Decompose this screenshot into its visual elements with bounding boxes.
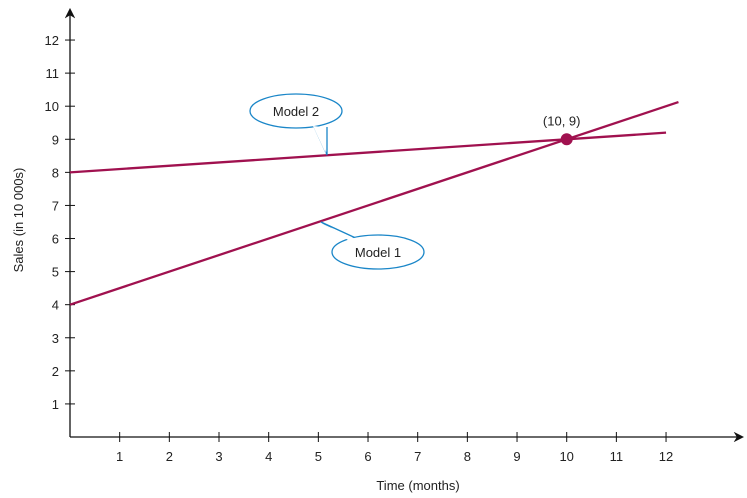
x-tick-label: 4	[265, 449, 272, 464]
intersection-point	[560, 133, 573, 146]
axes	[64, 7, 745, 443]
y-tick-label: 12	[45, 33, 59, 48]
x-tick-label: 11	[610, 449, 624, 464]
series-line-model-1	[69, 100, 679, 306]
y-tick-label: 2	[52, 364, 59, 379]
x-tick-label: 10	[559, 449, 573, 464]
y-tick-label: 4	[52, 298, 59, 313]
y-tick-label: 6	[52, 232, 59, 247]
x-tick-label: 9	[513, 449, 520, 464]
y-tick-label: 3	[52, 331, 59, 346]
x-tick-label: 7	[414, 449, 421, 464]
x-tick-label: 8	[464, 449, 471, 464]
series-layer	[69, 100, 679, 306]
x-ticks: 1 2 3 4 5 6 7 8 9 10 11 12	[116, 432, 673, 464]
y-axis-title: Sales (in 10 000s)	[11, 168, 26, 273]
y-tick-label: 8	[52, 165, 59, 180]
y-tick-label: 7	[52, 198, 59, 213]
y-tick-label: 1	[52, 397, 59, 412]
series-line-model-2	[69, 131, 667, 174]
x-tick-label: 1	[116, 449, 123, 464]
x-tick-label: 12	[659, 449, 673, 464]
x-tick-label: 6	[364, 449, 371, 464]
callout-bubble-model-2-body	[249, 93, 343, 129]
y-tick-label: 9	[52, 132, 59, 147]
x-tick-label: 2	[166, 449, 173, 464]
callout-label-model-2: Model 2	[273, 104, 319, 119]
callout-model-2: Model 2	[249, 93, 343, 156]
callout-bubble-model-1-body	[331, 234, 425, 270]
y-tick-label: 10	[45, 99, 59, 114]
intersection-label: (10, 9)	[543, 113, 581, 128]
annotation-layer: (10, 9)	[543, 113, 581, 146]
y-tick-label: 5	[52, 265, 59, 280]
x-tick-label: 3	[215, 449, 222, 464]
x-tick-label: 5	[315, 449, 322, 464]
callout-model-1: Model 1	[320, 221, 425, 270]
x-axis-title: Time (months)	[376, 478, 459, 493]
y-tick-label: 11	[46, 66, 60, 81]
callout-label-model-1: Model 1	[355, 245, 401, 260]
